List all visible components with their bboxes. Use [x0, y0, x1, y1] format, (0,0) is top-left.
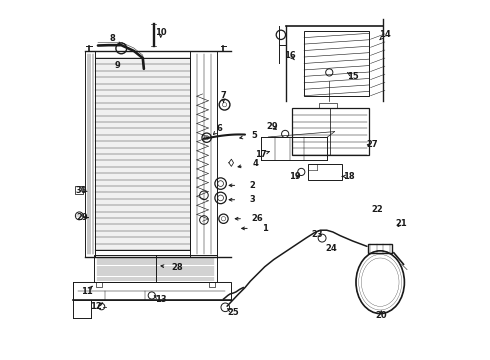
Text: 1: 1	[262, 224, 268, 233]
Text: 2: 2	[249, 181, 255, 190]
Text: 24: 24	[325, 244, 337, 253]
Text: 8: 8	[109, 34, 115, 43]
Text: 13: 13	[155, 294, 167, 303]
Text: 22: 22	[372, 205, 384, 214]
Text: 29: 29	[76, 213, 88, 222]
Text: 30: 30	[75, 185, 87, 194]
Text: 23: 23	[311, 230, 322, 239]
Text: 14: 14	[379, 30, 391, 39]
Text: 21: 21	[395, 219, 407, 228]
Bar	[368, 244, 392, 253]
Text: 3: 3	[249, 195, 255, 204]
Bar	[73, 282, 231, 300]
Text: 10: 10	[155, 28, 167, 37]
Text: 9: 9	[115, 61, 121, 70]
Text: 12: 12	[90, 302, 102, 311]
Text: 4: 4	[253, 159, 259, 168]
Text: 17: 17	[255, 150, 267, 159]
Bar	[318, 103, 337, 108]
Bar	[191, 51, 218, 257]
Bar	[308, 164, 342, 180]
Text: 27: 27	[367, 140, 378, 149]
Text: 25: 25	[228, 308, 240, 317]
Bar	[304, 31, 368, 96]
Text: 18: 18	[343, 172, 355, 181]
Text: 26: 26	[252, 214, 264, 223]
Bar	[85, 51, 96, 257]
Bar	[74, 186, 82, 194]
Bar	[292, 108, 368, 155]
Text: 5: 5	[251, 131, 257, 140]
Text: 16: 16	[284, 51, 295, 60]
Bar	[96, 58, 191, 250]
Bar	[96, 282, 102, 287]
Text: 20: 20	[375, 311, 387, 320]
Bar	[209, 282, 215, 287]
Text: 15: 15	[347, 72, 359, 81]
Text: 29: 29	[266, 122, 278, 131]
Text: 19: 19	[289, 172, 300, 181]
Text: 7: 7	[220, 91, 226, 100]
Bar	[94, 255, 218, 282]
Text: 11: 11	[81, 287, 93, 296]
Text: 6: 6	[217, 123, 223, 132]
Text: 28: 28	[171, 264, 183, 273]
